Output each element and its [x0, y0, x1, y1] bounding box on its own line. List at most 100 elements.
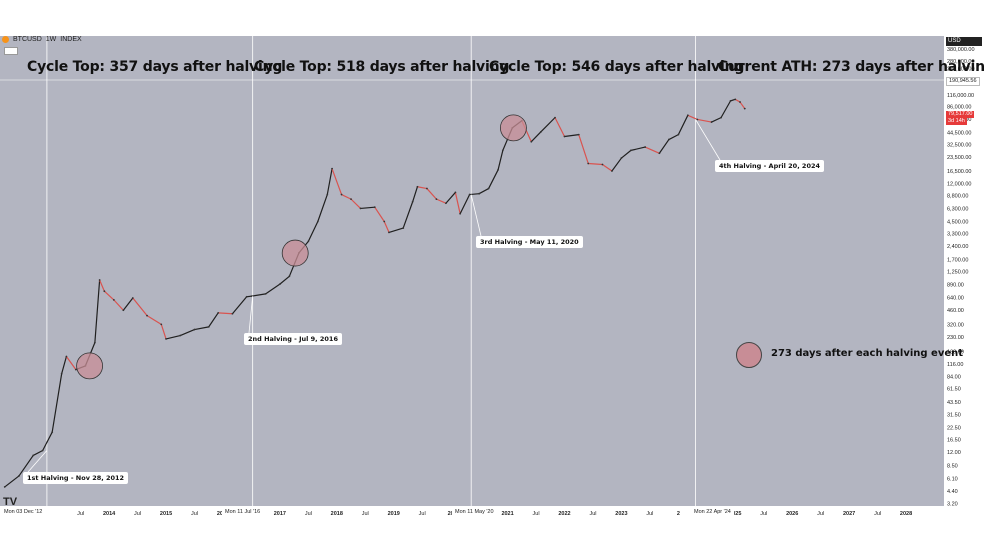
y-tick-label: 6.10: [947, 476, 958, 482]
price-point: [41, 449, 44, 452]
halving-label-2: 2nd Halving - Jul 9, 2016: [244, 333, 342, 345]
price-segment: [426, 187, 438, 200]
price-segment: [374, 206, 385, 223]
price-segment: [611, 157, 623, 172]
price-point: [658, 152, 661, 155]
price-point: [686, 114, 689, 117]
y-tick-label: 320.00: [947, 322, 964, 328]
price-point: [402, 227, 405, 229]
price-segment: [94, 279, 101, 344]
price-segment: [61, 355, 68, 375]
y-tick-label: 32,500.00: [947, 143, 971, 149]
halving-pointer: [470, 194, 482, 237]
price-chart[interactable]: 380,000.00280,000.00230,000.00160,000.00…: [0, 36, 984, 518]
price-segment: [42, 431, 53, 452]
price-point: [468, 193, 471, 196]
price-point: [478, 192, 481, 195]
price-segment: [383, 220, 390, 234]
price-point: [245, 295, 248, 298]
halving-label-1: 1st Halving - Nov 28, 2012: [23, 472, 129, 484]
cycle-title-4: Current ATH: 273 days after halving: [718, 59, 984, 75]
x-badge-halving-2: Mon 11 Jul '16: [222, 508, 264, 516]
price-point: [160, 323, 163, 326]
ath-price-tag: 190,945.56: [946, 77, 980, 86]
ticker-header[interactable]: BTCUSD 1W INDEX: [2, 36, 82, 55]
price-point: [3, 486, 6, 488]
price-point: [501, 149, 504, 152]
price-segment: [279, 275, 290, 285]
x-tick-label: 2019: [388, 511, 400, 517]
price-point: [112, 298, 115, 301]
price-point: [601, 163, 604, 166]
price-point: [563, 135, 566, 138]
x-tick-label: Jul: [533, 511, 540, 517]
price-segment: [307, 220, 319, 242]
x-tick-label: Jul: [874, 511, 881, 517]
price-segment: [231, 296, 248, 315]
price-segment: [193, 326, 210, 331]
price-point: [231, 312, 234, 315]
price-point: [630, 149, 632, 152]
price-segment: [677, 114, 689, 136]
price-segment: [350, 198, 362, 210]
marker-273-days-2: [281, 239, 309, 267]
y-tick-label: 3.20: [947, 501, 958, 507]
price-segment: [132, 297, 148, 317]
x-badge-halving-3: Mon 11 May '20: [452, 508, 497, 516]
y-tick-label: 44,500.00: [947, 130, 971, 136]
price-point: [74, 368, 77, 371]
price-point: [373, 206, 376, 209]
y-tick-label: 12.00: [947, 450, 961, 456]
x-tick-label: 2: [677, 511, 680, 517]
price-segment: [530, 131, 542, 143]
price-point: [146, 314, 148, 317]
countdown-tag: 3d 14h: [946, 118, 967, 125]
price-segment: [51, 373, 63, 433]
price-segment: [710, 117, 722, 123]
price-point: [454, 191, 457, 194]
price-point: [416, 185, 419, 188]
price-point: [326, 193, 329, 196]
y-tick-label: 2,400.00: [947, 244, 968, 250]
y-tick-label: 23,500.00: [947, 155, 971, 161]
price-segment: [578, 134, 589, 165]
price-segment: [435, 198, 447, 204]
price-segment: [601, 163, 613, 172]
price-point: [93, 341, 96, 344]
y-tick-label: 43.50: [947, 400, 961, 406]
price-segment: [739, 101, 746, 110]
price-segment: [122, 297, 134, 311]
price-segment: [359, 206, 376, 210]
y-tick-label: 3,300.00: [947, 232, 968, 238]
price-point: [307, 240, 310, 243]
price-point: [487, 187, 490, 190]
price-point: [207, 325, 210, 328]
price-segment: [99, 279, 105, 292]
x-tick-label: 2027: [843, 511, 855, 517]
tradingview-logo-icon: TV: [3, 496, 18, 508]
price-point: [340, 193, 343, 196]
bitcoin-icon: [2, 36, 9, 43]
cycle-title-1: Cycle Top: 357 days after halving: [27, 59, 283, 75]
price-segment: [563, 134, 580, 138]
price-point: [383, 220, 386, 223]
x-tick-label: 2025: [729, 511, 741, 517]
x-tick-label: 2026: [786, 511, 798, 517]
legend-circle-icon: [736, 342, 762, 368]
price-point: [734, 98, 737, 101]
price-segment: [630, 146, 646, 151]
currency-badge[interactable]: USD: [946, 37, 982, 46]
x-tick-label: Jul: [646, 511, 653, 517]
price-segment: [103, 290, 115, 301]
price-point: [350, 198, 352, 201]
price-point: [193, 328, 196, 331]
price-segment: [445, 191, 456, 204]
x-badge-halving-1: Mon 03 Dec '12: [1, 508, 46, 516]
price-segment: [265, 283, 281, 295]
price-point: [331, 167, 333, 170]
price-segment: [720, 100, 732, 119]
price-segment: [497, 149, 504, 171]
chart-frame: 380,000.00280,000.00230,000.00160,000.00…: [0, 36, 984, 518]
price-point: [32, 454, 35, 457]
price-segment: [217, 312, 234, 315]
